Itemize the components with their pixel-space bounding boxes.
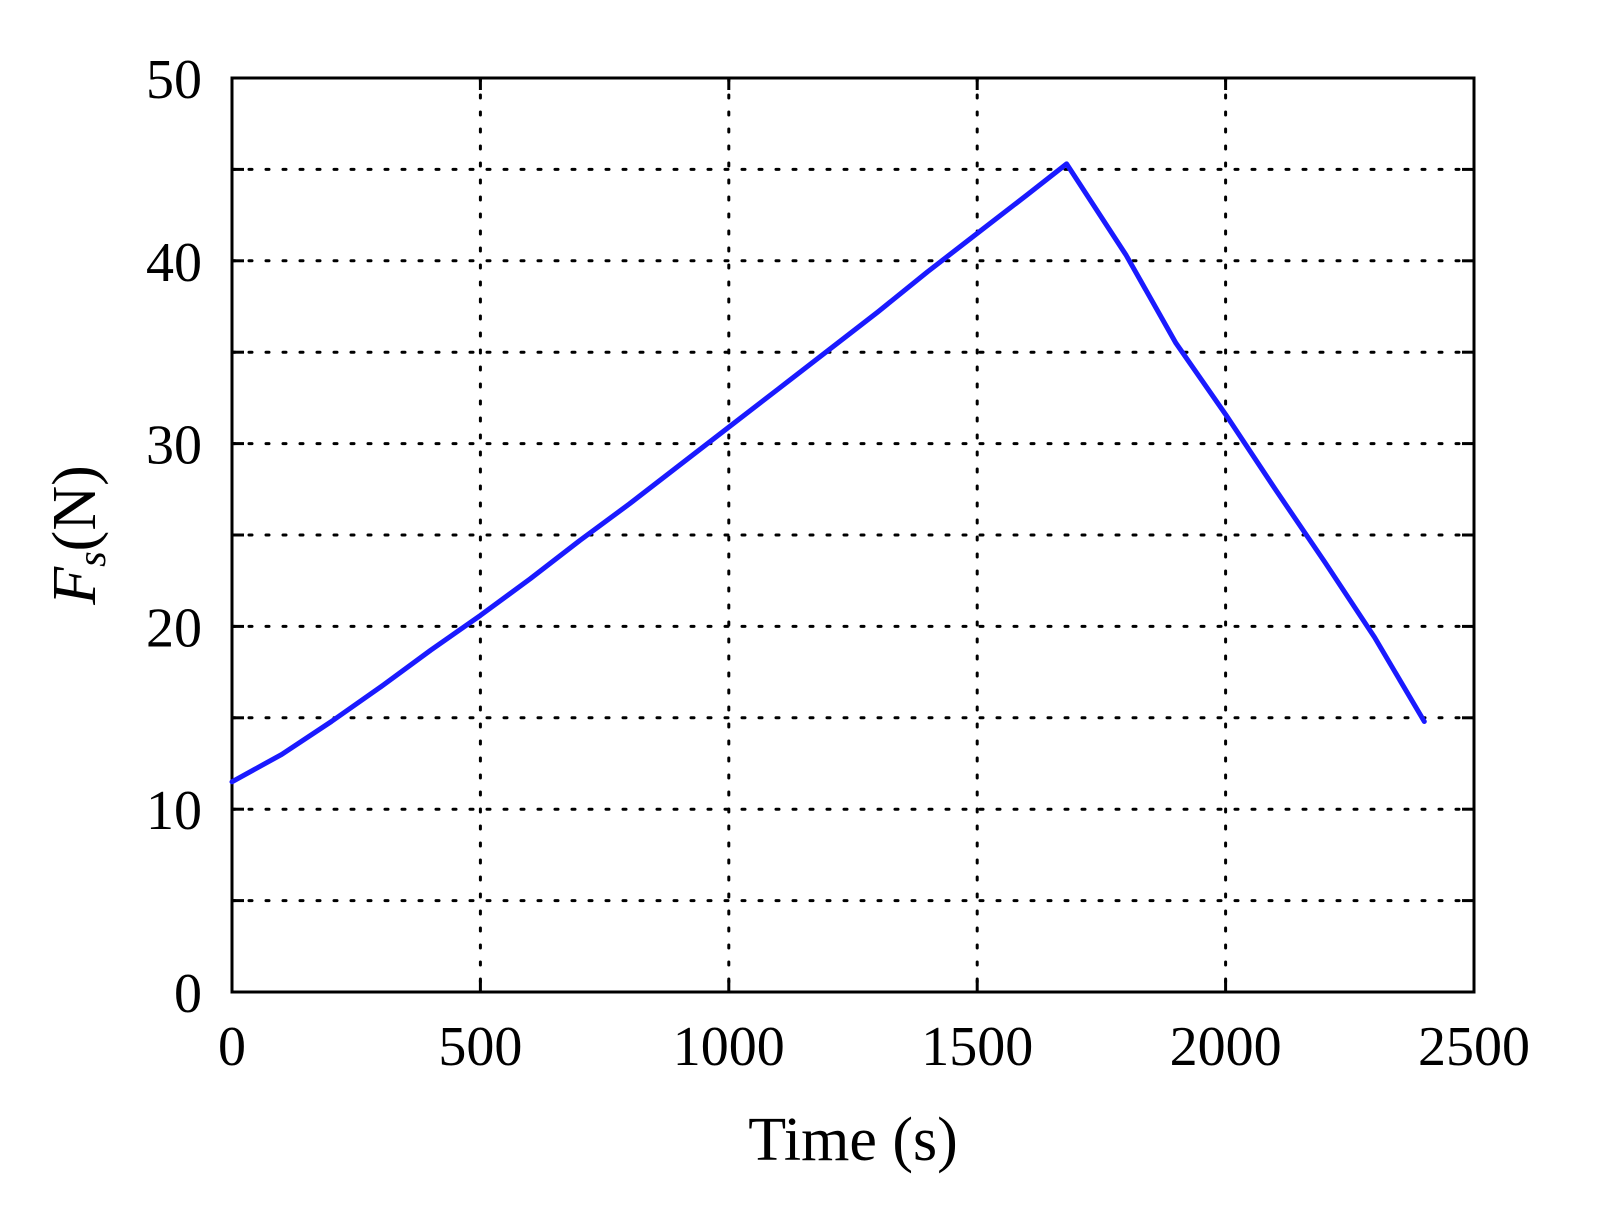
y-tick-label: 30 <box>146 415 202 477</box>
x-tick-label: 500 <box>438 1016 522 1078</box>
y-tick-label: 0 <box>174 963 202 1025</box>
plot-frame <box>230 76 1476 994</box>
x-tick-label: 1000 <box>673 1016 785 1078</box>
series-layer <box>229 161 1427 785</box>
x-tick-label: 1500 <box>921 1016 1033 1078</box>
series-line <box>229 161 1427 785</box>
x-tick-label: 2500 <box>1418 1016 1530 1078</box>
y-axis-label-unit: (N) <box>41 465 109 551</box>
x-axis-label: Time (s) <box>748 1106 958 1174</box>
x-tick-label: 2000 <box>1170 1016 1282 1078</box>
y-axis-label-subscript: s <box>69 551 114 567</box>
tick-labels: 0 500 1000 1500 2000 2500 0 10 20 30 40 50 <box>146 49 1530 1078</box>
y-axis-label-main: F <box>41 566 109 606</box>
y-tick-label: 50 <box>146 49 202 111</box>
x-tick-label: 0 <box>218 1016 246 1078</box>
y-tick-label: 10 <box>146 780 202 842</box>
y-tick-label: 40 <box>146 232 202 294</box>
y-tick-label: 20 <box>146 597 202 659</box>
y-axis-label: Fs(N) <box>41 465 114 606</box>
grid-lines <box>230 76 1476 994</box>
